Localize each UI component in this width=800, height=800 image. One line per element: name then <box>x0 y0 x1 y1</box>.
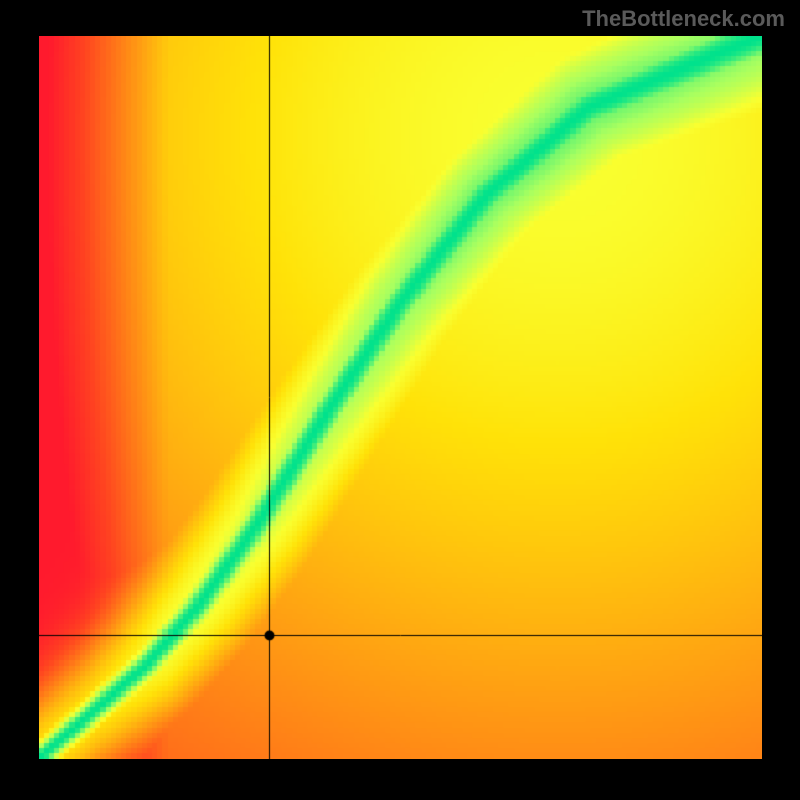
chart-root: TheBottleneck.com <box>0 0 800 800</box>
heatmap-canvas <box>39 36 762 759</box>
watermark-label: TheBottleneck.com <box>582 6 785 32</box>
